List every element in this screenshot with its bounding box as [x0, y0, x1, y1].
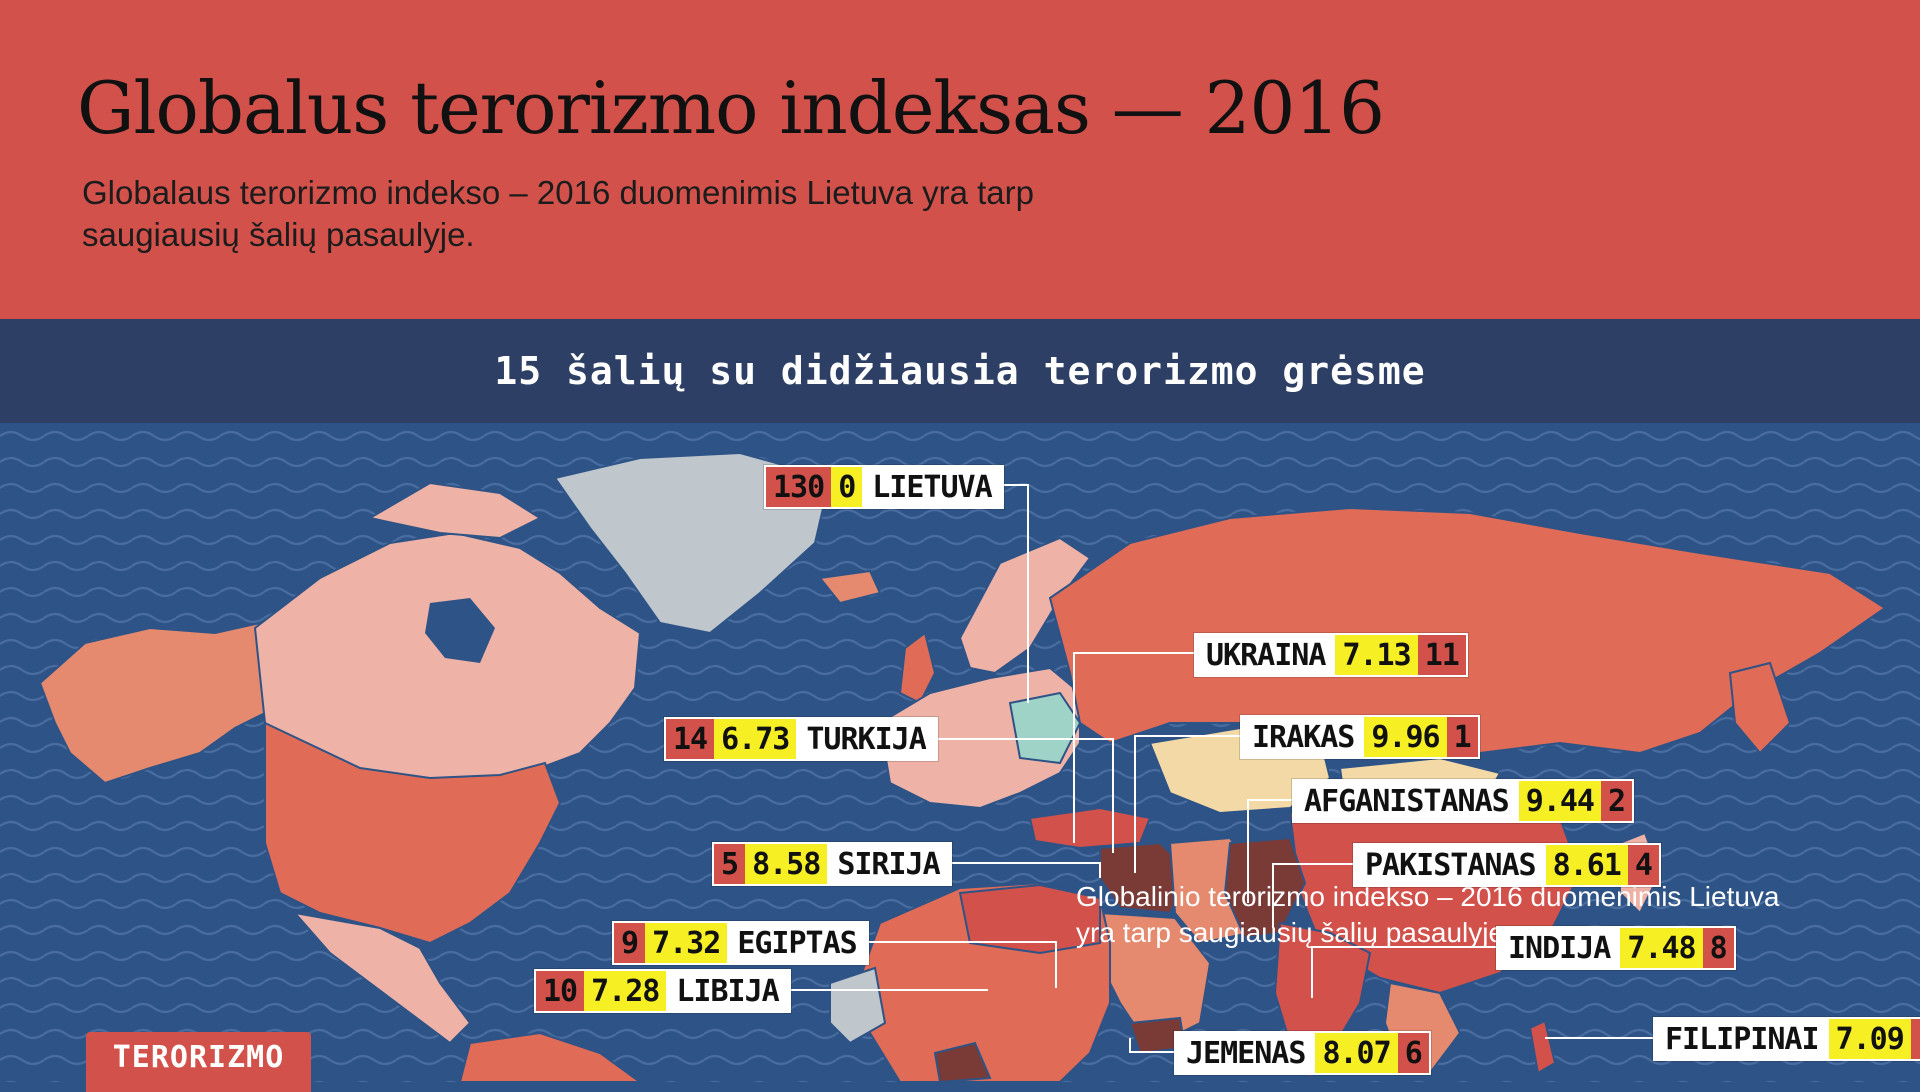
- land-mexico: [292, 911, 472, 1045]
- callout-ukraina: UKRAINA 7.13 11: [1194, 633, 1468, 677]
- leader-afganistanas: [1247, 799, 1292, 903]
- leader-sirija: [925, 862, 1101, 878]
- land-kamchatka: [1728, 661, 1792, 755]
- callout-rank: 11: [1417, 635, 1466, 675]
- world-map: Globalinio terorizmo indekso – 2016 duom…: [0, 423, 1920, 1082]
- callout-score: 7.13: [1335, 635, 1418, 675]
- hudson-bay: [425, 598, 495, 663]
- callout-country: JEMENAS: [1176, 1033, 1316, 1073]
- land-iceland: [818, 569, 882, 605]
- land-turkey: [1028, 806, 1152, 850]
- callout-rank: 1: [1446, 717, 1478, 757]
- leader-jemenas: [1129, 1038, 1174, 1053]
- page-subtitle: Globalaus terorizmo indekso – 2016 duome…: [82, 174, 1035, 253]
- callout-rank: 6: [1397, 1033, 1429, 1073]
- callout-score: 7.09: [1828, 1019, 1911, 1059]
- callout-country: EGIPTAS: [727, 923, 867, 963]
- callout-country: FILIPINAI: [1655, 1019, 1829, 1059]
- callout-score: 8.58: [745, 844, 828, 884]
- callout-country: SIRIJA: [827, 844, 950, 884]
- land-philippines: [1528, 1019, 1557, 1075]
- callout-turkija: 14 6.73 TURKIJA: [664, 717, 938, 761]
- callout-rank: 2: [1601, 781, 1633, 821]
- land-canada-islands: [367, 481, 543, 540]
- callout-lietuva: 130 0 LIETUVA: [764, 465, 1004, 509]
- callout-score: 7.28: [584, 971, 667, 1011]
- legend-label: TERORIZMO: [112, 1040, 285, 1075]
- callout-score: 8.61: [1545, 845, 1628, 885]
- callout-rank: 14: [666, 719, 715, 759]
- legend-tab: TERORIZMO: [86, 1032, 311, 1092]
- leader-irakas: [1134, 735, 1240, 873]
- callout-jemenas: JEMENAS 8.07 6: [1174, 1031, 1431, 1075]
- callout-country: IRAKAS: [1242, 717, 1365, 757]
- leader-turkija: [884, 738, 1114, 853]
- callout-rank: 4: [1627, 845, 1659, 885]
- callout-rank: 130: [766, 467, 832, 507]
- callout-score: 0: [831, 467, 863, 507]
- callout-score: 7.32: [645, 923, 728, 963]
- callout-rank: 10: [536, 971, 585, 1011]
- callout-sirija: 5 8.58 SIRIJA: [712, 842, 952, 886]
- callout-rank: 5: [714, 844, 746, 884]
- callout-country: AFGANISTANAS: [1294, 781, 1519, 821]
- land-usa: [264, 721, 562, 945]
- callout-score: 9.96: [1364, 717, 1447, 757]
- callout-pakistanas: PAKISTANAS 8.61 4: [1353, 843, 1661, 887]
- leader-egiptas: [844, 941, 1057, 988]
- section-title: 15 šalių su didžiausia terorizmo grėsme: [494, 349, 1426, 393]
- land-west-africa: [829, 966, 887, 1045]
- callout-country: LIBIJA: [666, 971, 789, 1011]
- land-south-america: [458, 1031, 642, 1082]
- callout-country: PAKISTANAS: [1355, 845, 1546, 885]
- callout-country: LIETUVA: [862, 467, 1002, 507]
- callout-country: UKRAINA: [1196, 635, 1336, 675]
- callout-egiptas: 9 7.32 EGIPTAS: [612, 921, 869, 965]
- callout-irakas: IRAKAS 9.96 1: [1240, 715, 1480, 759]
- callout-score: 9.44: [1518, 781, 1601, 821]
- callout-country: TURKIJA: [796, 719, 936, 759]
- land-russia: [1048, 506, 1887, 755]
- callout-score: 8.07: [1315, 1033, 1398, 1073]
- callout-rank: 8: [1702, 928, 1734, 968]
- land-alaska: [38, 621, 267, 785]
- land-uk: [898, 631, 937, 705]
- section-band: 15 šalių su didžiausia terorizmo grėsme: [0, 319, 1920, 423]
- callout-libija: 10 7.28 LIBIJA: [534, 969, 791, 1013]
- leader-indija: [1311, 946, 1496, 998]
- land-nigeria: [933, 1041, 992, 1082]
- callout-rank: 9: [614, 923, 646, 963]
- page-title: Globalus terorizmo indeksas — 2016: [77, 66, 1385, 150]
- world-map-graphic: [0, 423, 1920, 1082]
- leader-ukraina: [1073, 652, 1194, 843]
- header: Globalus terorizmo indeksas — 2016 Globa…: [0, 0, 1920, 319]
- callout-country: INDIJA: [1498, 928, 1621, 968]
- callout-score: 6.73: [714, 719, 797, 759]
- callout-score: 7.48: [1620, 928, 1703, 968]
- callout-indija: INDIJA 7.48 8: [1496, 926, 1736, 970]
- land-eastern-europe: [1008, 691, 1082, 765]
- callout-afganistanas: AFGANISTANAS 9.44 2: [1292, 779, 1635, 823]
- callout-rank: 12: [1910, 1019, 1920, 1059]
- leader-pakistanas: [1272, 863, 1353, 928]
- callout-filipinai: FILIPINAI 7.09 12: [1653, 1017, 1920, 1061]
- land-greenland: [553, 451, 832, 635]
